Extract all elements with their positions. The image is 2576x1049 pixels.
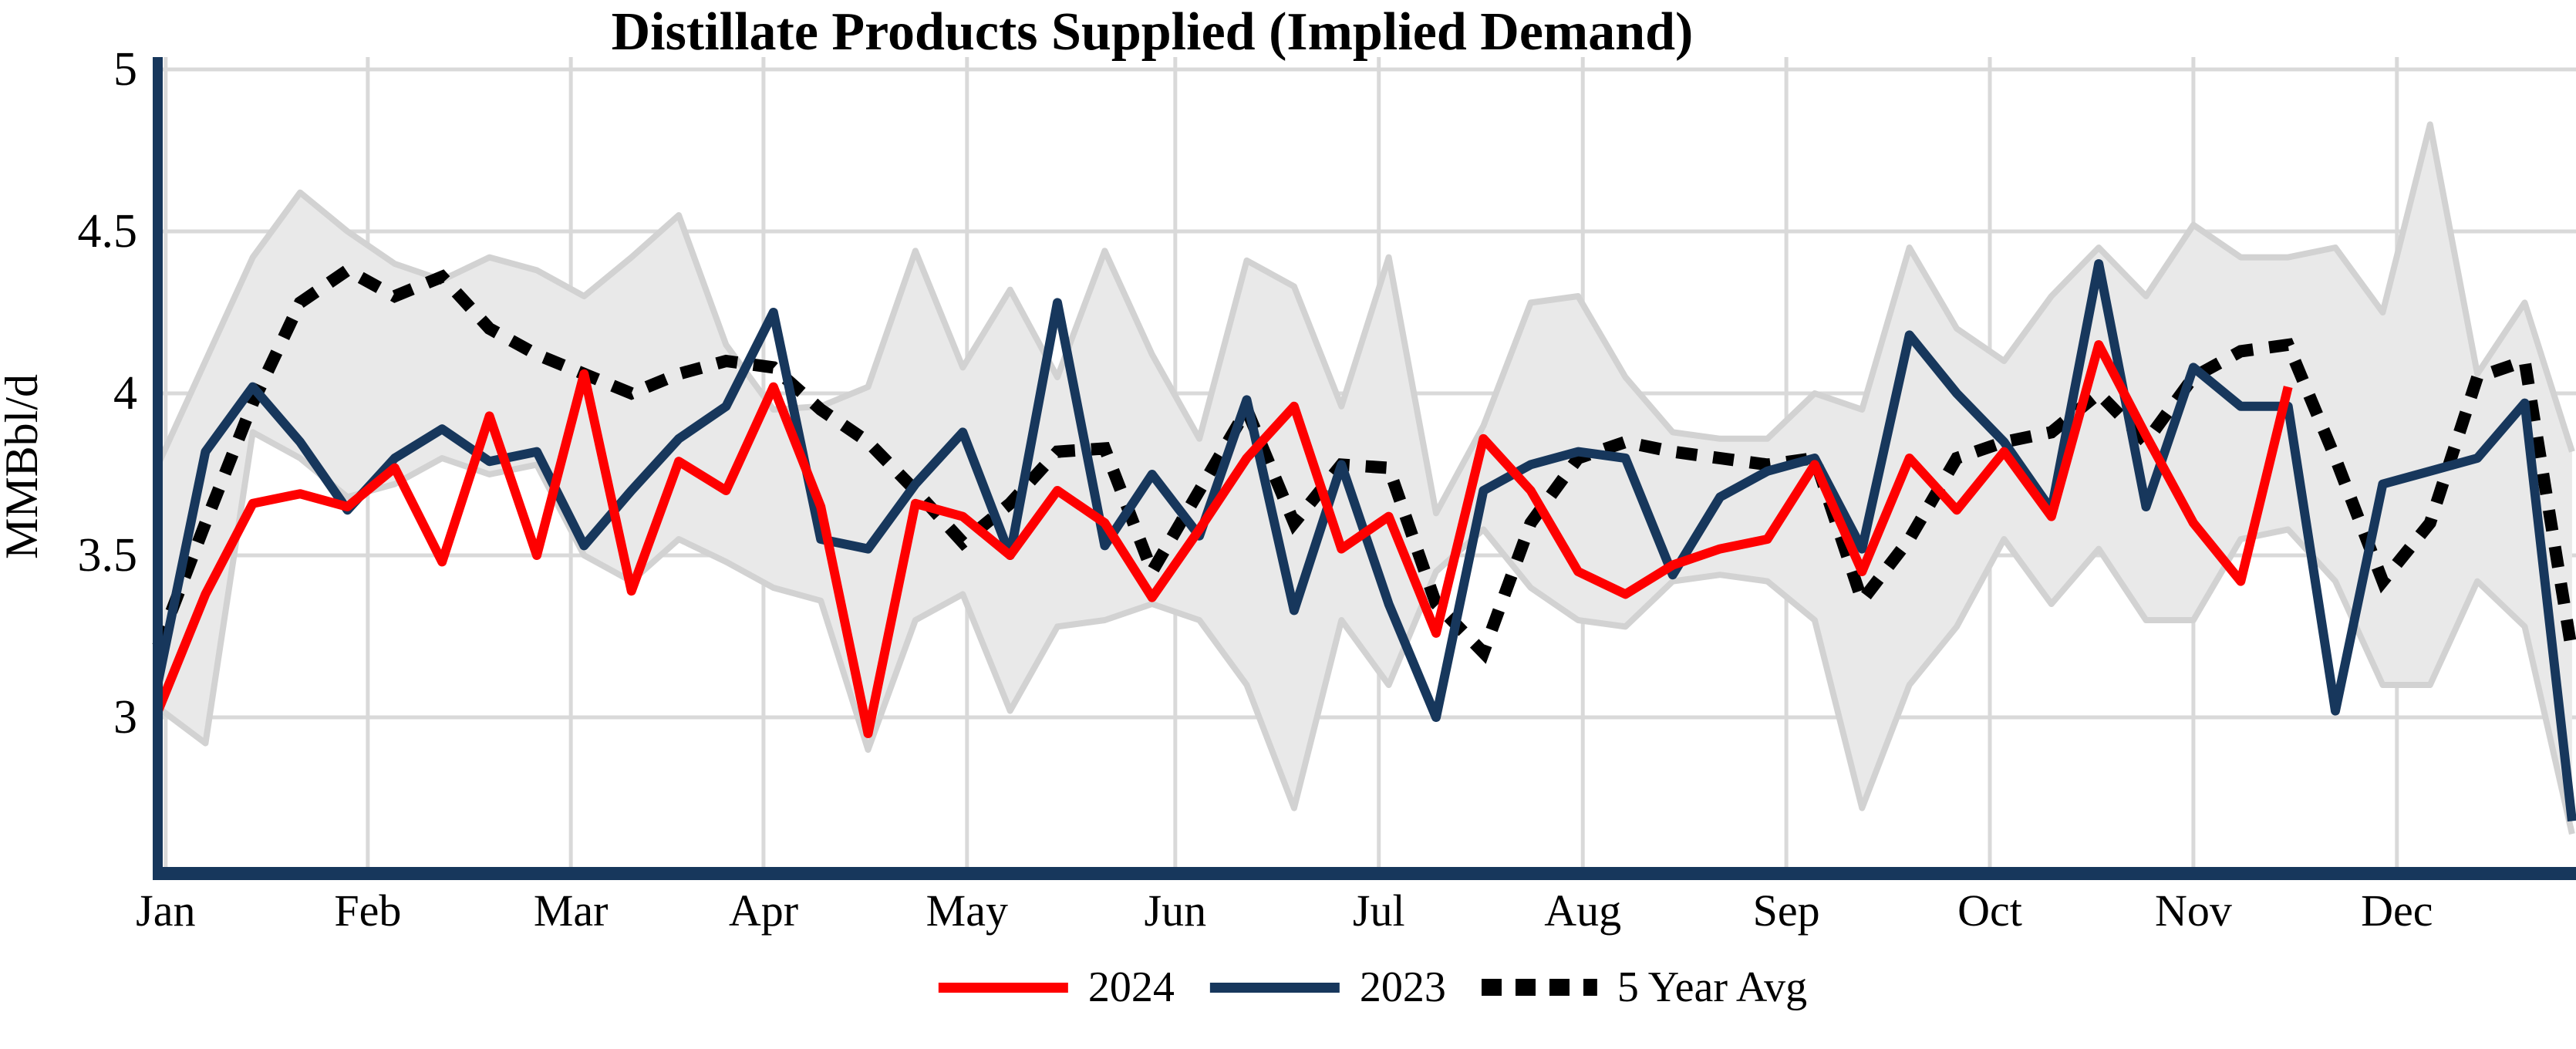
x-tick-label-apr: Apr: [729, 885, 798, 936]
x-tick-label-jun: Jun: [1145, 885, 1207, 936]
y-tick-label-4: 4: [113, 367, 137, 420]
legend-item-2024: 2024: [938, 963, 1175, 1011]
legend-label-2024: 2024: [1087, 963, 1175, 1011]
series-2024-line: [153, 340, 2293, 738]
x-tick-label-aug: Aug: [1544, 885, 1621, 936]
y-tick-label-3: 3: [113, 691, 137, 744]
y-tick-label-3.5: 3.5: [78, 529, 138, 582]
legend: 2024 2023 5 Year Avg: [938, 963, 1808, 1011]
x-tick-label-feb: Feb: [334, 885, 401, 936]
x-tick-label-may: May: [926, 885, 1008, 936]
x-tick-label-mar: Mar: [534, 885, 609, 936]
y-axis-spine: [153, 57, 163, 874]
y-tick-label-5: 5: [113, 43, 137, 96]
band-max-edge: [155, 121, 2575, 517]
y-axis-title: MMBbl/d: [0, 374, 47, 559]
legend-line-2024-icon: [938, 982, 1068, 993]
legend-dotted-line-icon: [1481, 979, 1597, 996]
band-min-edge: [156, 429, 2575, 835]
legend-label-2023: 2023: [1359, 963, 1446, 1011]
y-tick-label-4.5: 4.5: [78, 205, 138, 258]
chart-title: Distillate Products Supplied (Implied De…: [611, 2, 1694, 62]
legend-item-5yr-avg: 5 Year Avg: [1481, 963, 1808, 1011]
x-tick-label-dec: Dec: [2361, 885, 2433, 936]
x-axis-spine: [153, 867, 2576, 880]
x-tick-label-oct: Oct: [1957, 885, 2022, 936]
legend-label-5yr-avg: 5 Year Avg: [1617, 963, 1808, 1011]
legend-line-2023-icon: [1209, 982, 1340, 993]
x-tick-label-sep: Sep: [1753, 885, 1820, 936]
x-tick-label-jan: Jan: [136, 885, 195, 936]
five-year-range-band: [158, 124, 2572, 835]
x-tick-label-nov: Nov: [2155, 885, 2232, 936]
five-year-avg-line: [152, 263, 2576, 664]
x-tick-label-jul: Jul: [1353, 885, 1405, 936]
legend-item-2023: 2023: [1209, 963, 1446, 1011]
